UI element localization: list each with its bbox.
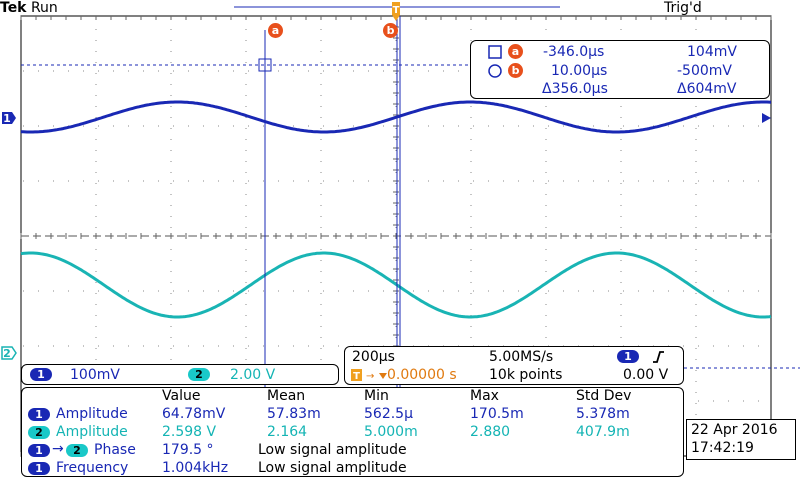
cursor-b-marker-icon[interactable]: b [383, 23, 398, 38]
status-bar: Tek Run [0, 0, 58, 16]
trigger-status: Trig'd [664, 0, 702, 16]
meas-row-name[interactable]: Amplitude [56, 406, 128, 422]
meas-row-mean: 57.83m [267, 406, 321, 422]
meas-row-ch2-badge: 2 [66, 444, 88, 457]
meas-header-max: Max [470, 388, 499, 404]
meas-row-max: 2.880 [470, 424, 511, 440]
meas-row-value: 64.78mV [162, 406, 226, 422]
svg-text:1: 1 [3, 112, 11, 125]
meas-row-value: 2.598 V [162, 424, 217, 440]
position-arrow-icon [379, 373, 387, 379]
cursor-b-badge-icon: b [508, 63, 523, 78]
cursor-a-time: -346.0µs [543, 44, 605, 60]
cursor-a-square-icon [258, 58, 272, 72]
cursor-a-square-icon [488, 45, 502, 59]
ch2-badge[interactable]: 2 [188, 368, 210, 381]
cursor-readout-panel: a -346.0µs 104mV b 10.00µs -500mV Δ356.0… [470, 40, 770, 99]
arrow-right-icon: → [52, 441, 64, 457]
meas-row-min: 5.000m [364, 424, 418, 440]
meas-row-name[interactable]: Amplitude [56, 424, 128, 440]
ch2-ground-marker-icon[interactable] [1, 346, 17, 360]
meas-header-stddev: Std Dev [576, 388, 632, 404]
trigger-position-icon [392, 2, 400, 15]
meas-row-value: 179.5 ° [162, 442, 214, 458]
ch2-scale[interactable]: 2.00 V [230, 367, 276, 383]
svg-text:T: T [393, 5, 400, 16]
cursor-delta-time: Δ356.0µs [542, 81, 608, 97]
meas-row-ch-badge: 1 [28, 462, 50, 475]
meas-row-ch-badge: 2 [28, 426, 50, 439]
svg-text:→: → [366, 371, 374, 382]
meas-header-mean: Mean [267, 388, 306, 404]
timebase-panel: 200µs 5.00MS/s 1 T → 0.00000 s 10k point… [344, 346, 684, 385]
meas-row-min: 562.5µ [364, 406, 413, 422]
ch1-badge[interactable]: 1 [30, 368, 52, 381]
datetime-panel: 22 Apr 2016 17:42:19 [686, 419, 796, 460]
meas-row-name[interactable]: Phase [94, 442, 136, 458]
run-status: Run [30, 0, 58, 16]
trigger-position-icon: T → [351, 369, 374, 382]
ch1-waveform [20, 100, 772, 134]
cursor-b-time: 10.00µs [551, 63, 608, 79]
meas-row-stddev: 5.378m [576, 406, 630, 422]
meas-row-stddev: 407.9m [576, 424, 630, 440]
trigger-level-marker-icon [762, 113, 771, 123]
cursor-a-badge-icon: a [508, 44, 523, 59]
cursor-b-circle-icon [488, 64, 502, 78]
trigger-source-badge[interactable]: 1 [617, 350, 639, 363]
svg-text:2: 2 [3, 347, 11, 360]
ch1-scale[interactable]: 100mV [70, 367, 120, 383]
ch2-waveform [20, 251, 772, 319]
meas-header-min: Min [364, 388, 389, 404]
meas-row-ch-badge: 1 [28, 444, 50, 457]
meas-row-note: Low signal amplitude [258, 442, 407, 458]
measurement-panel: Value Mean Min Max Std Dev 1 Amplitude 6… [21, 387, 684, 477]
trigger-level[interactable]: 0.00 V [623, 367, 669, 383]
meas-header-value: Value [162, 388, 201, 404]
date: 22 Apr 2016 [691, 422, 778, 438]
meas-row-mean: 2.164 [267, 424, 308, 440]
meas-row-value: 1.004kHz [162, 460, 229, 476]
horizontal-position[interactable]: 0.00000 s [387, 367, 457, 383]
meas-row-max: 170.5m [470, 406, 524, 422]
svg-text:T: T [353, 371, 360, 382]
record-length[interactable]: 10k points [489, 367, 563, 383]
brand-logo: Tek [0, 0, 27, 16]
trigger-arrow-icon [392, 15, 400, 21]
cursor-a-voltage: 104mV [687, 44, 737, 60]
ch1-ground-marker-icon[interactable] [2, 112, 16, 124]
cursor-a-marker-icon[interactable]: a [268, 23, 283, 38]
cursor-delta-voltage: Δ604mV [677, 81, 737, 97]
time-per-division[interactable]: 200µs [352, 349, 395, 365]
meas-row-name[interactable]: Frequency [56, 460, 129, 476]
cursor-b-voltage: -500mV [677, 63, 732, 79]
sample-rate: 5.00MS/s [489, 349, 554, 365]
channel-scale-panel: 1 100mV 2 2.00 V [21, 364, 339, 385]
rising-edge-icon[interactable] [651, 350, 665, 364]
time: 17:42:19 [691, 440, 754, 456]
meas-row-note: Low signal amplitude [258, 460, 407, 476]
meas-row-ch-badge: 1 [28, 408, 50, 421]
